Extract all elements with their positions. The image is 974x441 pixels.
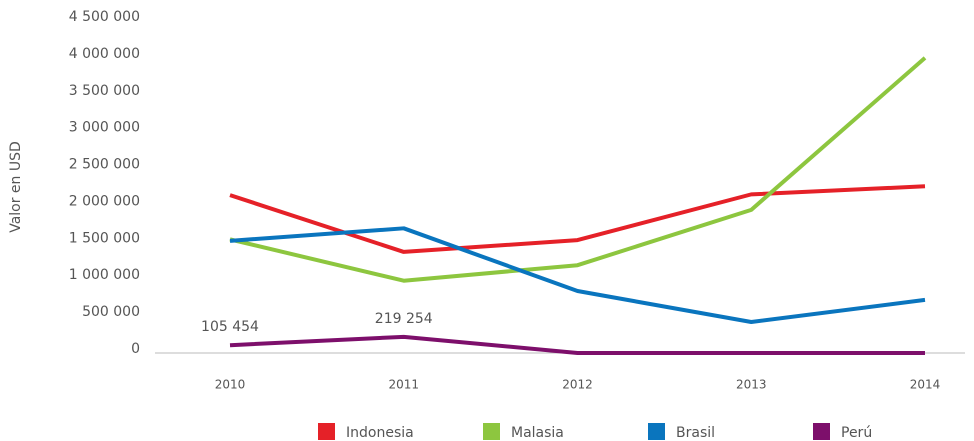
y-axis-label: Valor en USD [8,141,24,233]
legend-swatch [318,423,335,440]
y-tick-label: 4 000 000 [69,46,140,62]
x-tick-label: 2011 [388,378,419,392]
y-tick-label: 3 000 000 [69,120,140,136]
legend-label: Perú [841,425,872,441]
data-label: 219 254 [375,311,433,327]
series-line [229,184,926,254]
y-tick-label: 500 000 [82,304,140,320]
x-tick-label: 2012 [562,378,593,392]
x-tick-label: 2010 [215,378,246,392]
series-line [229,226,926,325]
legend-label: Brasil [676,425,715,441]
series-line [229,56,927,283]
series-line [229,334,925,355]
legend-label: Malasia [511,425,564,441]
y-tick-label: 0 [131,341,140,357]
y-tick-label: 1 500 000 [69,230,140,246]
x-tick-label: 2013 [736,378,767,392]
legend-swatch [483,423,500,440]
legend-swatch [813,423,830,440]
data-label: 105 454 [201,319,259,335]
legend-swatch [648,423,665,440]
y-tick-label: 2 000 000 [69,193,140,209]
y-tick-label: 2 500 000 [69,157,140,173]
y-tick-label: 1 000 000 [69,267,140,283]
y-tick-label: 3 500 000 [69,83,140,99]
y-tick-label: 4 500 000 [69,9,140,25]
x-tick-label: 2014 [910,378,941,392]
legend-label: Indonesia [346,425,414,441]
